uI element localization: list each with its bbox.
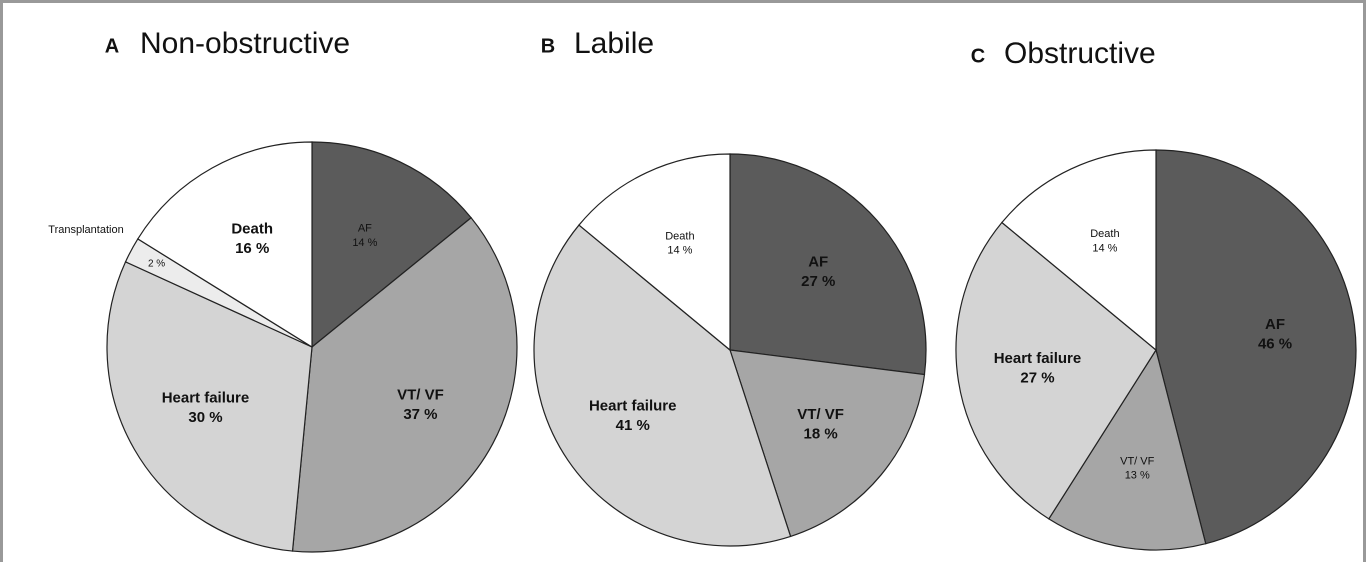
pie-slice <box>106 261 313 552</box>
value-label: 37 % <box>403 406 437 423</box>
pie-slice <box>1155 149 1357 545</box>
pie-slice <box>136 141 313 349</box>
pie-slice <box>955 221 1157 520</box>
value-label: 27 % <box>801 273 835 290</box>
pie-slice <box>533 224 792 547</box>
slice-name: VT/ VF <box>1120 455 1155 467</box>
value-label: 18 % <box>804 426 838 443</box>
slice-name: AF <box>808 253 828 270</box>
value-label: 13 % <box>1125 470 1150 482</box>
value-label: 14 % <box>1092 242 1117 254</box>
value-label: 14 % <box>352 237 377 249</box>
value-label: 16 % <box>235 240 269 257</box>
pie-slice <box>1048 348 1207 551</box>
panel-letter: B <box>541 35 555 57</box>
panel-letter: A <box>105 35 119 57</box>
value-label: 2 % <box>148 258 165 269</box>
slice-name: VT/ VF <box>397 386 444 403</box>
pie-slice <box>311 141 472 349</box>
value-label: 14 % <box>667 245 692 257</box>
slice-name: Heart failure <box>162 390 250 407</box>
value-label: 46 % <box>1258 336 1292 353</box>
panel-title: Obstructive <box>1004 37 1156 70</box>
slice-name: Transplantation <box>48 224 123 236</box>
pie-slice <box>1001 149 1157 352</box>
value-label: 41 % <box>616 417 650 434</box>
value-label: 27 % <box>1020 369 1054 386</box>
slice-name: Death <box>231 221 273 238</box>
panel-letter: C <box>971 45 985 67</box>
slice-name: VT/ VF <box>797 406 844 423</box>
slice-name: Heart failure <box>589 397 677 414</box>
slice-name: Death <box>665 230 694 242</box>
pie-slice <box>578 153 731 352</box>
pie-slice <box>291 216 518 553</box>
slice-name: AF <box>1265 316 1285 333</box>
pie-slice <box>729 153 927 376</box>
slice-name: Death <box>1090 228 1119 240</box>
pie-slice <box>729 349 926 538</box>
value-label: 30 % <box>188 409 222 426</box>
slice-name: AF <box>358 223 372 235</box>
slice-name: Heart failure <box>994 350 1082 367</box>
panel-title: Labile <box>574 27 654 60</box>
panel-title: Non-obstructive <box>140 27 350 60</box>
